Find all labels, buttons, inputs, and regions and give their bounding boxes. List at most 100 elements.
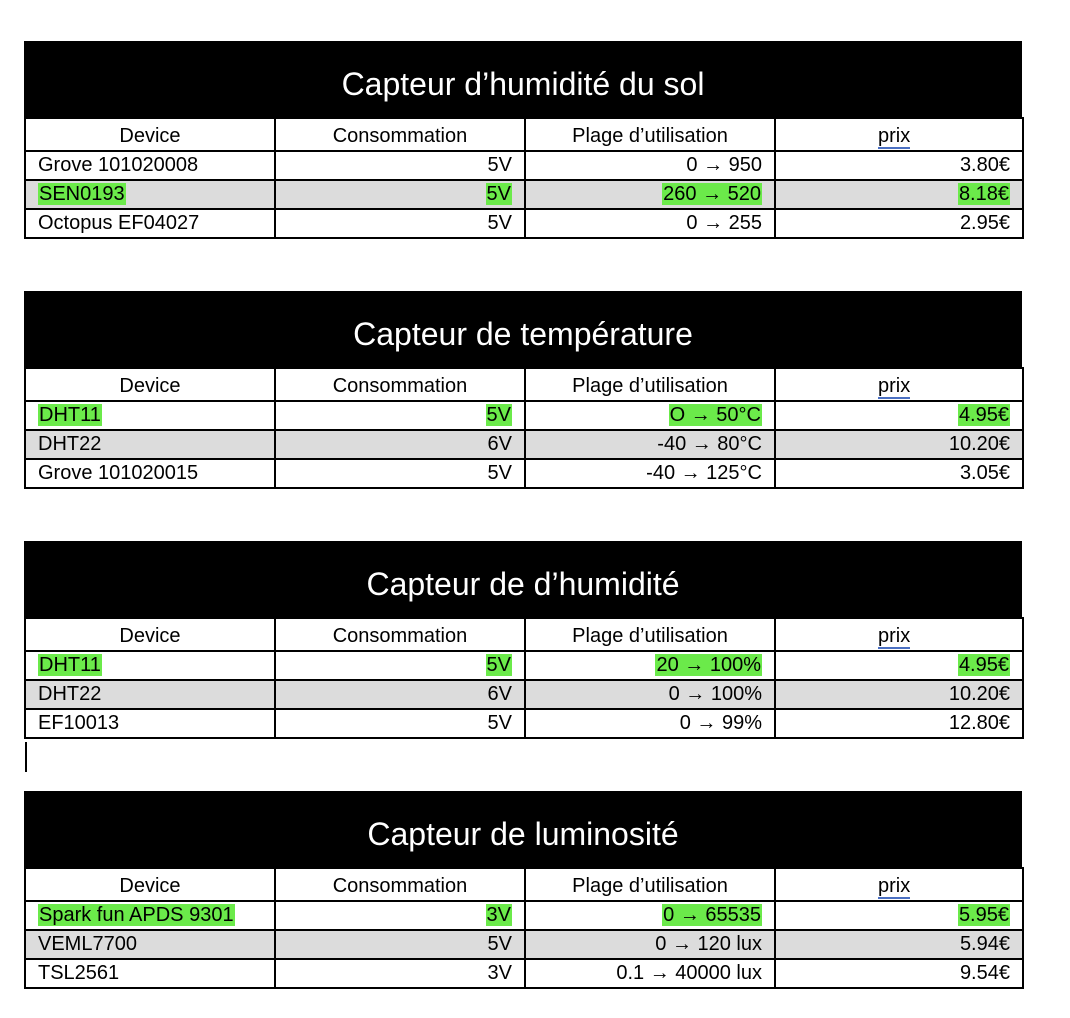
- cell-prix: 10.20€: [774, 429, 1024, 460]
- cell-device-text: Grove 101020008: [38, 154, 199, 176]
- table-title: Capteur d’humidité du sol: [24, 41, 1022, 117]
- cell-plage-text: O → 50°C: [668, 404, 762, 426]
- header-consommation: Consommation: [274, 367, 526, 402]
- cell-device: Grove 101020008: [24, 150, 276, 181]
- cell-consommation-text: 5V: [485, 654, 512, 676]
- cell-prix: 2.95€: [774, 208, 1024, 239]
- sensor-table: Device Consommation Plage d’utilisation pri…: [24, 367, 1024, 489]
- cell-prix: 3.05€: [774, 458, 1024, 489]
- cell-consommation: 5V: [274, 929, 526, 960]
- cell-consommation: 5V: [274, 650, 526, 681]
- cell-device-text: DHT22: [38, 433, 102, 455]
- sensor-table: Device Consommation Plage d’utilisation pri…: [24, 867, 1024, 989]
- cell-device: EF10013: [24, 708, 276, 739]
- cell-consommation: 5V: [274, 458, 526, 489]
- cell-consommation-text: 3V: [485, 904, 512, 926]
- cell-plage: 0.1 → 40000 lux: [524, 958, 776, 989]
- cell-plage: 0 → 950: [524, 150, 776, 181]
- cell-prix: 4.95€: [774, 400, 1024, 431]
- cell-consommation: 5V: [274, 400, 526, 431]
- cell-consommation-text: 3V: [487, 962, 512, 984]
- table-row: VEML7700 5V 0 → 120 lux 5.94€: [24, 929, 1024, 960]
- cell-device-text: Spark fun APDS 9301: [38, 904, 235, 926]
- cell-plage: 20 → 100%: [524, 650, 776, 681]
- cell-device: SEN0193: [24, 179, 276, 210]
- cell-device: DHT22: [24, 429, 276, 460]
- cell-prix-text: 12.80€: [948, 712, 1010, 734]
- header-plage: Plage d’utilisation: [524, 117, 776, 152]
- header-row: Device Consommation Plage d’utilisation pri…: [24, 617, 1024, 652]
- cell-consommation-text: 5V: [487, 933, 512, 955]
- cell-plage: 0 → 255: [524, 208, 776, 239]
- cell-consommation-text: 5V: [487, 154, 512, 176]
- cell-device: Grove 101020015: [24, 458, 276, 489]
- cell-prix: 3.80€: [774, 150, 1024, 181]
- header-prix-label: prix: [878, 125, 911, 149]
- cell-prix-text: 9.54€: [959, 962, 1010, 984]
- cell-device-text: SEN0193: [38, 183, 126, 205]
- header-plage: Plage d’utilisation: [524, 867, 776, 902]
- header-prix: prix: [774, 117, 1024, 152]
- table-row: DHT11 5V O → 50°C 4.95€: [24, 400, 1024, 431]
- cell-device-text: DHT22: [38, 683, 102, 705]
- header-device: Device: [24, 367, 276, 402]
- cell-device-text: VEML7700: [38, 933, 137, 955]
- cell-device-text: Octopus EF04027: [38, 212, 200, 234]
- table-row: Grove 101020015 5V -40 → 125°C 3.05€: [24, 458, 1024, 489]
- header-device: Device: [24, 867, 276, 902]
- cell-consommation: 5V: [274, 208, 526, 239]
- sensor-table-block: Capteur d’humidité du sol Device Consommat…: [24, 41, 1024, 239]
- header-consommation: Consommation: [274, 867, 526, 902]
- table-row: DHT22 6V 0 → 100% 10.20€: [24, 679, 1024, 710]
- cell-plage-text: -40 → 80°C: [657, 433, 762, 455]
- cell-plage-text: 0 → 255: [686, 212, 762, 234]
- cell-prix-text: 8.18€: [957, 183, 1010, 205]
- cell-consommation: 6V: [274, 679, 526, 710]
- table-row: Spark fun APDS 9301 3V 0 → 65535 5.95€: [24, 900, 1024, 931]
- table-row: SEN0193 5V 260 → 520 8.18€: [24, 179, 1024, 210]
- cell-plage: 0 → 99%: [524, 708, 776, 739]
- cell-plage-text: 0.1 → 40000 lux: [616, 962, 762, 984]
- cell-plage: 0 → 120 lux: [524, 929, 776, 960]
- cell-plage-text: 20 → 100%: [655, 654, 762, 676]
- cell-device: DHT11: [24, 400, 276, 431]
- table-row: TSL2561 3V 0.1 → 40000 lux 9.54€: [24, 958, 1024, 989]
- cell-consommation-text: 5V: [487, 462, 512, 484]
- cell-plage-text: 0 → 120 lux: [655, 933, 762, 955]
- cell-plage: -40 → 80°C: [524, 429, 776, 460]
- table-title: Capteur de luminosité: [24, 791, 1022, 867]
- cell-device: DHT22: [24, 679, 276, 710]
- header-row: Device Consommation Plage d’utilisation pri…: [24, 367, 1024, 402]
- sensor-table-block: Capteur de luminosité Device Consommation P…: [24, 791, 1024, 989]
- cell-device: TSL2561: [24, 958, 276, 989]
- cell-plage-text: 0 → 99%: [679, 712, 762, 734]
- table-row: Octopus EF04027 5V 0 → 255 2.95€: [24, 208, 1024, 239]
- cell-consommation: 5V: [274, 150, 526, 181]
- header-consommation: Consommation: [274, 117, 526, 152]
- cell-plage: O → 50°C: [524, 400, 776, 431]
- header-plage: Plage d’utilisation: [524, 617, 776, 652]
- cell-consommation: 3V: [274, 958, 526, 989]
- cell-prix-text: 3.80€: [959, 154, 1010, 176]
- cell-consommation: 3V: [274, 900, 526, 931]
- table-row: DHT22 6V -40 → 80°C 10.20€: [24, 429, 1024, 460]
- header-device: Device: [24, 117, 276, 152]
- cell-prix: 8.18€: [774, 179, 1024, 210]
- sensor-table: Device Consommation Plage d’utilisation pri…: [24, 617, 1024, 739]
- header-prix-label: prix: [878, 375, 911, 399]
- cell-device: Octopus EF04027: [24, 208, 276, 239]
- table-row: Grove 101020008 5V 0 → 950 3.80€: [24, 150, 1024, 181]
- header-prix-label: prix: [878, 625, 911, 649]
- cell-consommation-text: 5V: [485, 404, 512, 426]
- cell-consommation-text: 5V: [487, 212, 512, 234]
- cell-prix-text: 3.05€: [959, 462, 1010, 484]
- cell-prix-text: 5.95€: [957, 904, 1010, 926]
- cell-consommation: 6V: [274, 429, 526, 460]
- cell-prix: 5.94€: [774, 929, 1024, 960]
- cell-consommation-text: 6V: [487, 433, 512, 455]
- cell-device-text: Grove 101020015: [38, 462, 199, 484]
- header-plage: Plage d’utilisation: [524, 367, 776, 402]
- cell-prix-text: 5.94€: [959, 933, 1010, 955]
- sensor-table: Device Consommation Plage d’utilisation pri…: [24, 117, 1024, 239]
- cell-prix: 4.95€: [774, 650, 1024, 681]
